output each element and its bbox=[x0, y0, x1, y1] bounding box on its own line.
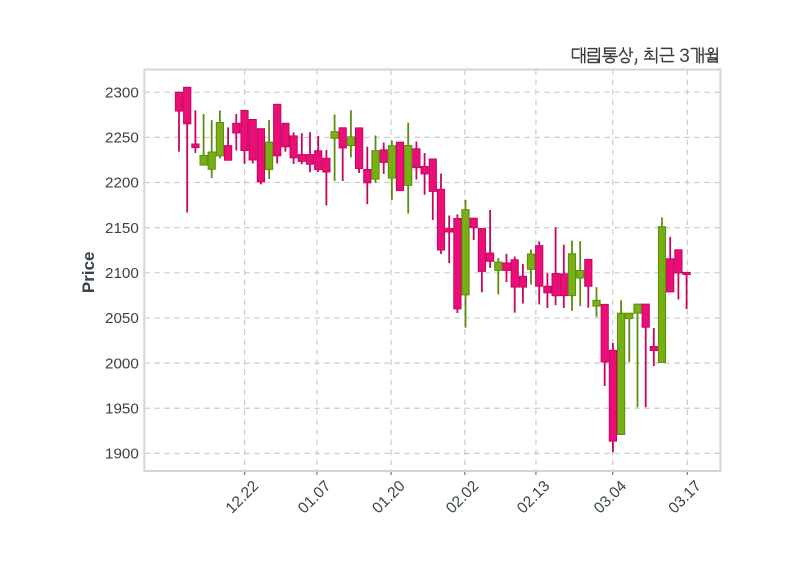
svg-text:Price: Price bbox=[79, 252, 98, 294]
svg-text:2050: 2050 bbox=[105, 310, 139, 327]
svg-text:2100: 2100 bbox=[105, 265, 139, 282]
svg-text:2000: 2000 bbox=[105, 355, 139, 372]
svg-text:1900: 1900 bbox=[105, 446, 139, 463]
svg-text:2200: 2200 bbox=[105, 175, 139, 192]
svg-text:2300: 2300 bbox=[105, 84, 139, 101]
svg-text:3: 3 bbox=[679, 46, 690, 67]
svg-text:1950: 1950 bbox=[105, 400, 139, 417]
svg-text:2250: 2250 bbox=[105, 130, 139, 147]
svg-text:2150: 2150 bbox=[105, 220, 139, 237]
